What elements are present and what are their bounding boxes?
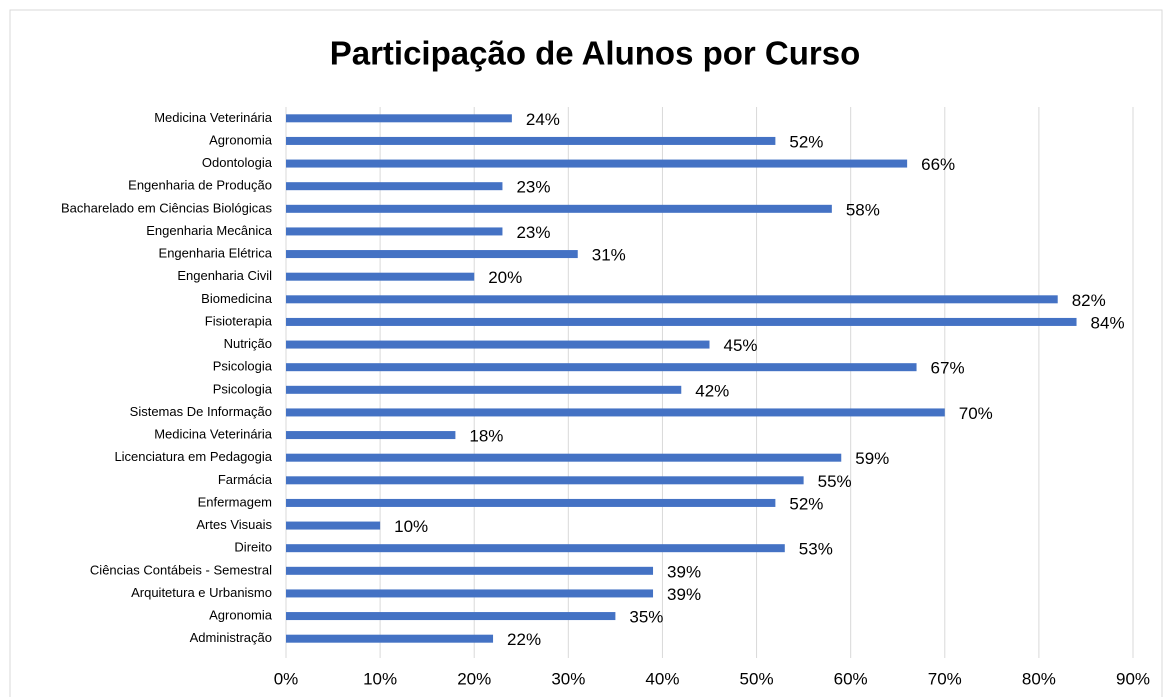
bar: [286, 476, 804, 485]
bar: [286, 408, 945, 417]
bar: [286, 317, 1077, 326]
y-tick-label: Medicina Veterinária: [154, 110, 273, 125]
data-label: 55%: [818, 472, 852, 491]
data-label: 42%: [695, 381, 729, 400]
data-label: 31%: [592, 246, 626, 265]
y-tick-label: Farmácia: [218, 472, 273, 487]
y-tick-label: Enfermagem: [198, 494, 272, 509]
bar: [286, 634, 494, 643]
data-label: 18%: [469, 427, 503, 446]
y-tick-label: Sistemas De Informação: [130, 404, 272, 419]
y-tick-label: Direito: [234, 540, 272, 555]
data-label: 39%: [667, 562, 701, 581]
data-label: 10%: [394, 517, 428, 536]
x-tick-label: 70%: [928, 669, 962, 688]
data-label: 52%: [789, 494, 823, 513]
y-tick-label: Psicologia: [213, 381, 273, 396]
data-label: 70%: [959, 404, 993, 423]
y-tick-label: Odontologia: [202, 155, 273, 170]
data-label: 23%: [516, 223, 550, 242]
data-label: 45%: [724, 336, 758, 355]
data-label: 67%: [931, 359, 965, 378]
data-label: 39%: [667, 585, 701, 604]
bar: [286, 385, 682, 394]
y-tick-label: Agronomia: [209, 132, 273, 147]
data-label: 58%: [846, 200, 880, 219]
y-tick-label: Administração: [190, 630, 272, 645]
bar: [286, 589, 654, 598]
bar: [286, 340, 710, 349]
y-tick-label: Biomedicina: [201, 291, 273, 306]
x-tick-label: 10%: [363, 669, 397, 688]
bar: [286, 431, 456, 440]
x-tick-label: 60%: [834, 669, 868, 688]
data-label: 82%: [1072, 291, 1106, 310]
bar: [286, 498, 776, 507]
data-label: 59%: [855, 449, 889, 468]
bar: [286, 544, 785, 553]
bar: [286, 295, 1058, 304]
y-tick-label: Artes Visuais: [196, 517, 272, 532]
y-tick-label: Engenharia de Produção: [128, 178, 272, 193]
chart-title: Participação de Alunos por Curso: [330, 35, 861, 72]
data-label: 53%: [799, 540, 833, 559]
y-tick-label: Nutrição: [224, 336, 272, 351]
x-tick-label: 20%: [457, 669, 491, 688]
bar: [286, 182, 503, 191]
bar: [286, 204, 832, 213]
x-tick-label: 80%: [1022, 669, 1056, 688]
bar: [286, 566, 654, 575]
y-tick-label: Fisioterapia: [205, 313, 273, 328]
data-label: 66%: [921, 155, 955, 174]
x-tick-label: 30%: [551, 669, 585, 688]
bar: [286, 159, 908, 168]
y-tick-label: Arquitetura e Urbanismo: [131, 585, 272, 600]
data-label: 23%: [516, 178, 550, 197]
bar: [286, 227, 503, 236]
data-label: 24%: [526, 110, 560, 129]
x-tick-label: 50%: [740, 669, 774, 688]
y-tick-label: Engenharia Civil: [177, 268, 272, 283]
data-label: 22%: [507, 630, 541, 649]
y-tick-label: Psicologia: [213, 359, 273, 374]
x-tick-label: 40%: [645, 669, 679, 688]
data-label: 52%: [789, 132, 823, 151]
bar: [286, 136, 776, 145]
y-tick-label: Engenharia Elétrica: [159, 246, 273, 261]
data-label: 35%: [629, 608, 663, 627]
bar: [286, 521, 381, 530]
bar: [286, 272, 475, 281]
y-tick-label: Ciências Contábeis - Semestral: [90, 562, 272, 577]
y-tick-label: Medicina Veterinária: [154, 427, 273, 442]
bar: [286, 363, 917, 372]
data-label: 84%: [1091, 313, 1125, 332]
x-tick-label: 0%: [274, 669, 299, 688]
y-tick-label: Engenharia Mecânica: [146, 223, 273, 238]
data-label: 20%: [488, 268, 522, 287]
x-tick-label: 90%: [1116, 669, 1150, 688]
y-tick-label: Agronomia: [209, 608, 273, 623]
y-tick-label: Licenciatura em Pedagogia: [114, 449, 272, 464]
chart-border: [9, 9, 1163, 697]
y-tick-label: Bacharelado em Ciências Biológicas: [61, 200, 273, 215]
bar: [286, 612, 616, 621]
bar: [286, 114, 512, 123]
bar: [286, 453, 842, 462]
bar: [286, 250, 578, 259]
